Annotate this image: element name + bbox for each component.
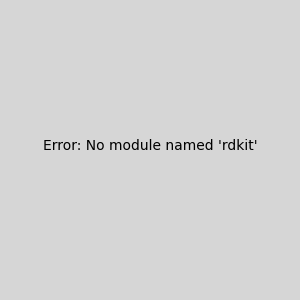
- Text: Error: No module named 'rdkit': Error: No module named 'rdkit': [43, 139, 257, 153]
